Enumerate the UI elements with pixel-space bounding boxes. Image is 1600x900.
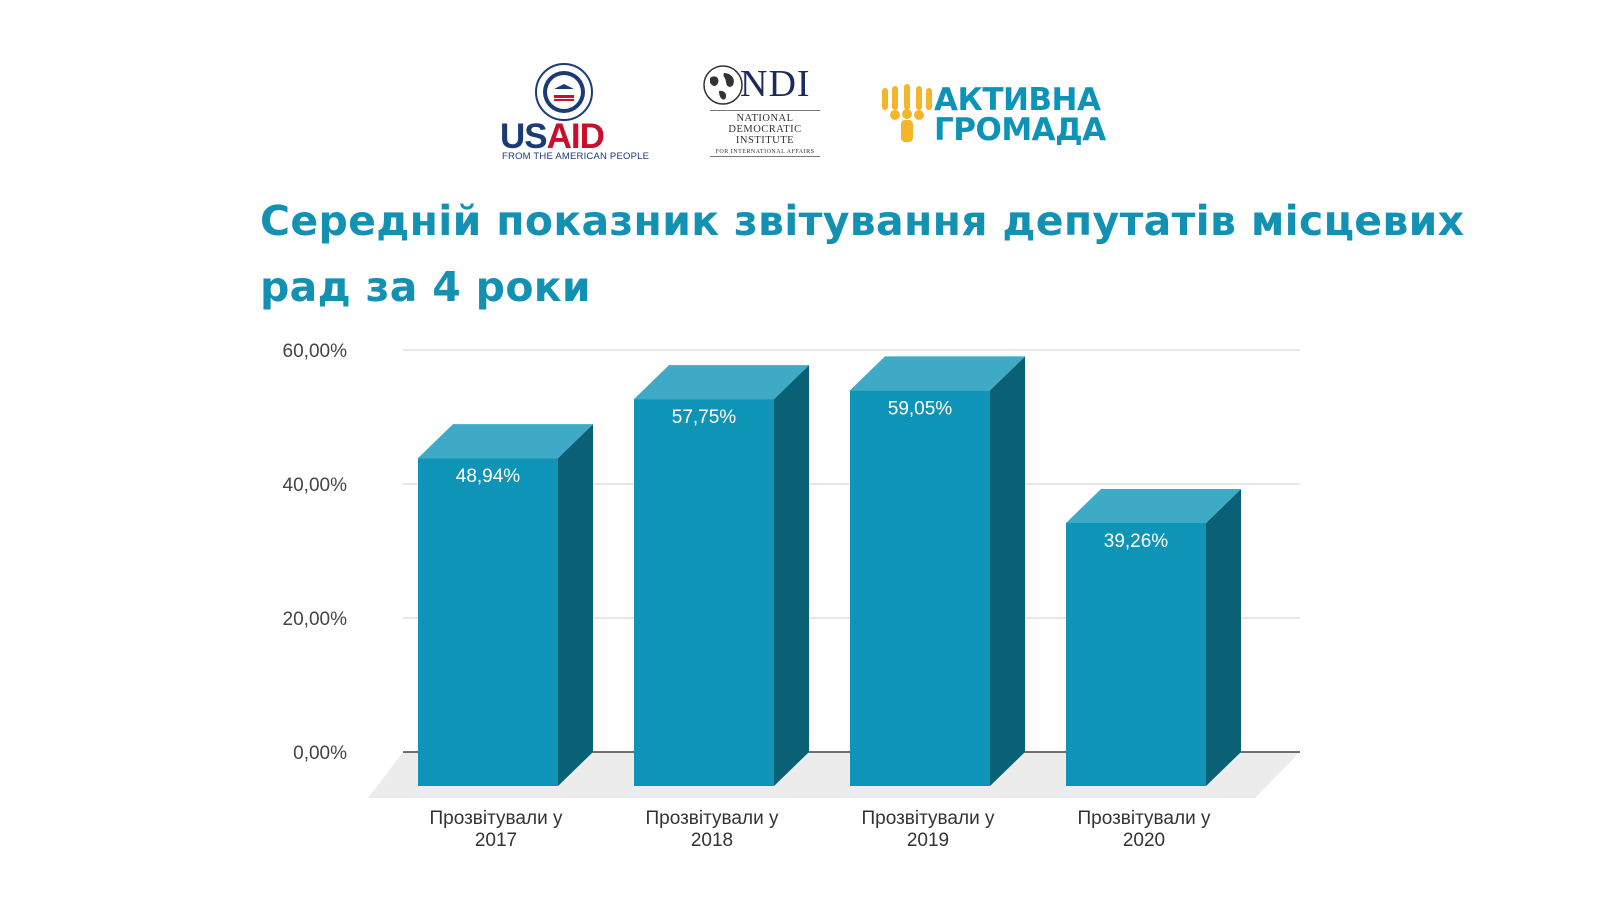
usaid-seal-icon	[535, 63, 593, 121]
x-tick-label: Прозвітували у	[1078, 808, 1211, 829]
x-tick-label: 2020	[1123, 830, 1165, 851]
chart-title: Середній показник звітування депутатів м…	[260, 197, 1465, 311]
bar-chart: 0,00% 20,00% 40,00% 60,00% 48,94% Прозвітувал…	[283, 341, 1300, 851]
bar-top	[634, 365, 809, 400]
x-tick-label: 2017	[475, 830, 517, 851]
x-tick-label: 2018	[691, 830, 733, 851]
data-label: 57,75%	[672, 407, 737, 428]
usaid-logo: USAID FROM THE AMERICAN PEOPLE	[500, 62, 649, 162]
bar-front	[850, 390, 990, 786]
usaid-tagline: FROM THE AMERICAN PEOPLE	[502, 151, 650, 162]
bar-front	[1066, 522, 1206, 786]
aktyvna-hromada-logo: АКТИВНА ГРОМАДА	[880, 84, 1120, 154]
ndi-line-1: NATIONAL	[736, 113, 794, 124]
ndi-line-3: INSTITUTE	[735, 135, 795, 146]
people-raised-hands-icon	[882, 84, 932, 142]
bar-top	[850, 356, 1025, 391]
bar-front	[418, 458, 558, 786]
usaid-wordmark-aid: AID	[546, 117, 605, 156]
bar-side	[1206, 488, 1241, 786]
data-label: 48,94%	[456, 466, 521, 487]
bar-side	[774, 365, 809, 786]
logos-header: USAID FROM THE AMERICAN PEOPLE NDI NATIO…	[0, 0, 1600, 175]
x-tick-label: Прозвітували у	[862, 808, 995, 829]
bar-side	[558, 424, 593, 786]
y-tick-label: 60,00%	[283, 341, 348, 362]
x-tick-label: Прозвітували у	[646, 808, 779, 829]
aktyvna-line-2: ГРОМАДА	[934, 112, 1106, 148]
y-tick-label: 0,00%	[293, 743, 347, 764]
aktyvna-line-1: АКТИВНА	[934, 82, 1101, 118]
bar-top	[418, 424, 593, 459]
data-label: 59,05%	[888, 398, 953, 419]
y-tick-label: 40,00%	[283, 475, 348, 496]
bar-top	[1066, 488, 1241, 523]
ndi-line-4: FOR INTERNATIONAL AFFAIRS	[715, 149, 815, 155]
globe-icon	[703, 65, 743, 105]
usaid-wordmark-us: US	[500, 117, 548, 156]
y-tick-label: 20,00%	[283, 609, 348, 630]
bar-side	[990, 356, 1025, 786]
x-tick-label: Прозвітували у	[430, 808, 563, 829]
x-tick-label: 2019	[907, 830, 949, 851]
ndi-wordmark: NDI	[740, 63, 811, 105]
bar-front	[634, 399, 774, 786]
data-label: 39,26%	[1104, 531, 1169, 552]
ndi-line-2: DEMOCRATIC	[728, 124, 802, 135]
ndi-logo: NDI NATIONAL DEMOCRATIC INSTITUTE FOR IN…	[700, 62, 830, 162]
